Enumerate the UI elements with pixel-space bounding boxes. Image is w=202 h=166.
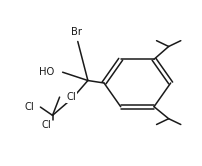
- Text: Br: Br: [71, 27, 82, 37]
- Text: HO: HO: [39, 67, 55, 77]
- Text: Cl: Cl: [42, 120, 51, 129]
- Text: Cl: Cl: [67, 92, 76, 102]
- Text: Cl: Cl: [25, 102, 34, 112]
